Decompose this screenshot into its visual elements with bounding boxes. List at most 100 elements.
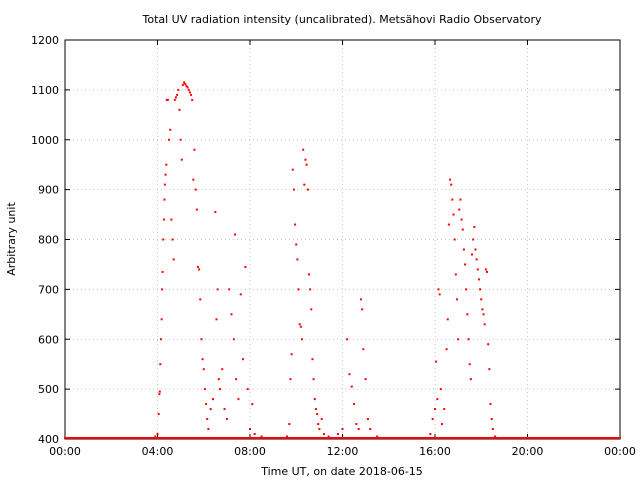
data-point bbox=[303, 183, 306, 186]
data-point bbox=[187, 88, 190, 91]
data-point bbox=[172, 258, 175, 261]
data-point bbox=[376, 435, 379, 438]
data-point bbox=[290, 353, 293, 356]
data-point bbox=[175, 96, 177, 99]
data-point bbox=[479, 288, 482, 291]
data-point bbox=[443, 408, 446, 411]
data-point bbox=[198, 268, 201, 271]
data-point bbox=[196, 265, 199, 268]
y-tick-label: 600 bbox=[38, 333, 59, 346]
data-point bbox=[487, 343, 490, 346]
data-point bbox=[225, 418, 228, 421]
y-tick-label: 700 bbox=[38, 283, 59, 296]
data-point bbox=[468, 363, 471, 366]
data-point bbox=[362, 348, 365, 351]
data-point bbox=[202, 368, 205, 371]
data-point bbox=[235, 378, 238, 381]
x-axis-label: Time UT, on date 2018-06-15 bbox=[260, 465, 423, 478]
data-point bbox=[453, 238, 456, 241]
x-tick-label: 00:00 bbox=[604, 445, 636, 458]
data-point bbox=[165, 98, 168, 101]
data-point bbox=[212, 398, 214, 401]
data-point bbox=[481, 308, 484, 311]
data-point bbox=[355, 423, 358, 426]
data-point bbox=[348, 373, 351, 376]
data-point bbox=[366, 418, 369, 421]
data-point bbox=[200, 338, 203, 341]
data-point bbox=[179, 138, 182, 141]
data-point bbox=[217, 378, 220, 381]
data-point bbox=[446, 318, 449, 321]
data-point bbox=[183, 81, 186, 84]
data-point bbox=[158, 390, 161, 393]
data-point bbox=[154, 435, 157, 438]
data-point bbox=[486, 270, 489, 273]
data-points bbox=[64, 81, 621, 439]
data-point bbox=[190, 93, 193, 96]
data-point bbox=[436, 398, 439, 401]
data-point bbox=[156, 433, 159, 436]
data-point bbox=[455, 298, 458, 301]
data-point bbox=[161, 288, 164, 291]
data-point bbox=[237, 398, 240, 401]
data-point bbox=[302, 148, 305, 151]
data-point bbox=[299, 325, 302, 328]
data-point bbox=[437, 288, 440, 291]
plot-frame bbox=[64, 39, 621, 440]
data-point bbox=[160, 318, 163, 321]
data-point bbox=[466, 313, 469, 316]
data-point bbox=[306, 188, 309, 191]
data-point bbox=[445, 348, 448, 351]
data-point bbox=[491, 428, 494, 431]
data-point bbox=[214, 211, 217, 214]
data-point bbox=[186, 86, 189, 89]
data-point bbox=[194, 188, 197, 191]
axis-ticks: 00:00 04:00 08:00 12:00 16:00 20:00 00:0040050… bbox=[31, 34, 636, 458]
data-point bbox=[184, 82, 187, 85]
data-point bbox=[313, 398, 316, 401]
data-point bbox=[461, 228, 464, 231]
data-point bbox=[165, 163, 168, 166]
data-point bbox=[239, 293, 242, 296]
data-point bbox=[454, 273, 457, 276]
data-point bbox=[490, 418, 493, 421]
data-point bbox=[192, 178, 195, 181]
data-point bbox=[291, 168, 294, 171]
data-point bbox=[159, 363, 162, 366]
data-point bbox=[327, 435, 330, 438]
data-point bbox=[181, 83, 184, 86]
data-point bbox=[215, 318, 218, 321]
data-point bbox=[169, 128, 172, 131]
data-point bbox=[316, 413, 319, 416]
data-point bbox=[216, 288, 219, 291]
data-point bbox=[474, 248, 477, 251]
data-point bbox=[476, 268, 479, 271]
data-point bbox=[193, 148, 196, 151]
data-point bbox=[253, 433, 256, 436]
data-point bbox=[207, 428, 210, 431]
data-point bbox=[233, 233, 236, 236]
y-tick-label: 800 bbox=[38, 234, 59, 247]
data-point bbox=[320, 418, 323, 421]
data-point bbox=[209, 408, 212, 411]
data-point bbox=[467, 338, 470, 341]
data-point bbox=[471, 253, 473, 256]
data-point bbox=[460, 218, 463, 221]
y-tick-label: 900 bbox=[38, 184, 59, 197]
data-point bbox=[318, 428, 321, 431]
data-point bbox=[431, 418, 434, 421]
data-point bbox=[180, 158, 183, 161]
data-point bbox=[295, 243, 298, 246]
y-tick-label: 400 bbox=[38, 433, 59, 446]
data-point bbox=[311, 358, 314, 361]
data-point bbox=[482, 313, 485, 316]
y-tick-label: 1000 bbox=[31, 134, 59, 147]
data-point bbox=[462, 248, 465, 251]
data-point bbox=[157, 413, 160, 416]
y-tick-label: 1200 bbox=[31, 34, 59, 47]
data-point bbox=[178, 108, 181, 111]
data-point bbox=[161, 270, 164, 273]
data-point bbox=[312, 378, 315, 381]
data-point bbox=[201, 358, 204, 361]
